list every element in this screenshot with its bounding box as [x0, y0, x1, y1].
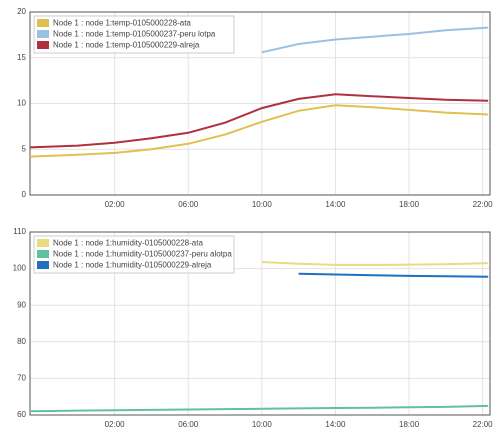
x-tick-label: 22:00: [473, 200, 494, 209]
legend-label: Node 1 : node 1:humidity-0105000228-ata: [53, 239, 203, 248]
series-line: [261, 261, 489, 266]
legend-label: Node 1 : node 1:temp-0105000228-ata: [53, 19, 191, 28]
x-tick-label: 02:00: [105, 420, 126, 429]
legend-label: Node 1 : node 1:humidity-0105000229-alre…: [53, 261, 212, 270]
legend-box: [33, 15, 235, 54]
y-tick-label: 10: [17, 99, 26, 108]
x-tick-label: 22:00: [473, 420, 494, 429]
legend-swatch: [37, 239, 49, 247]
x-tick-label: 14:00: [325, 420, 346, 429]
plot-frame: [29, 231, 491, 416]
legend-swatch: [37, 30, 49, 38]
x-tick-label: 18:00: [399, 200, 420, 209]
x-tick-label: 14:00: [325, 200, 346, 209]
x-tick-label: 10:00: [252, 200, 273, 209]
x-tick-label: 06:00: [178, 200, 199, 209]
legend-swatch: [37, 250, 49, 258]
x-tick-label: 02:00: [105, 200, 126, 209]
series-line: [29, 404, 489, 413]
legend-box: [33, 235, 235, 274]
legend-label: Node 1 : node 1:humidity-0105000237-peru…: [53, 250, 232, 259]
y-tick-label: 5: [22, 144, 27, 153]
y-tick-label: 90: [17, 300, 26, 309]
x-tick-label: 06:00: [178, 420, 199, 429]
series-line: [29, 93, 489, 149]
y-tick-label: 20: [17, 7, 26, 16]
series-line: [29, 104, 489, 158]
y-tick-label: 15: [17, 53, 26, 62]
x-tick-label: 18:00: [399, 420, 420, 429]
legend-swatch: [37, 41, 49, 49]
y-tick-label: 110: [13, 227, 26, 236]
series-line: [298, 272, 489, 278]
y-tick-label: 70: [17, 374, 26, 383]
x-tick-label: 10:00: [252, 420, 273, 429]
series-line: [261, 26, 489, 54]
legend-swatch: [37, 261, 49, 269]
legend-label: Node 1 : node 1:temp-0105000237-peru lot…: [53, 30, 216, 39]
y-tick-label: 60: [17, 410, 26, 419]
y-tick-label: 100: [13, 264, 27, 273]
y-tick-label: 80: [17, 337, 26, 346]
y-tick-label: 0: [22, 190, 27, 199]
legend-label: Node 1 : node 1:temp-0105000229-alreja: [53, 41, 200, 50]
legend-swatch: [37, 19, 49, 27]
plot-frame: [29, 11, 491, 196]
